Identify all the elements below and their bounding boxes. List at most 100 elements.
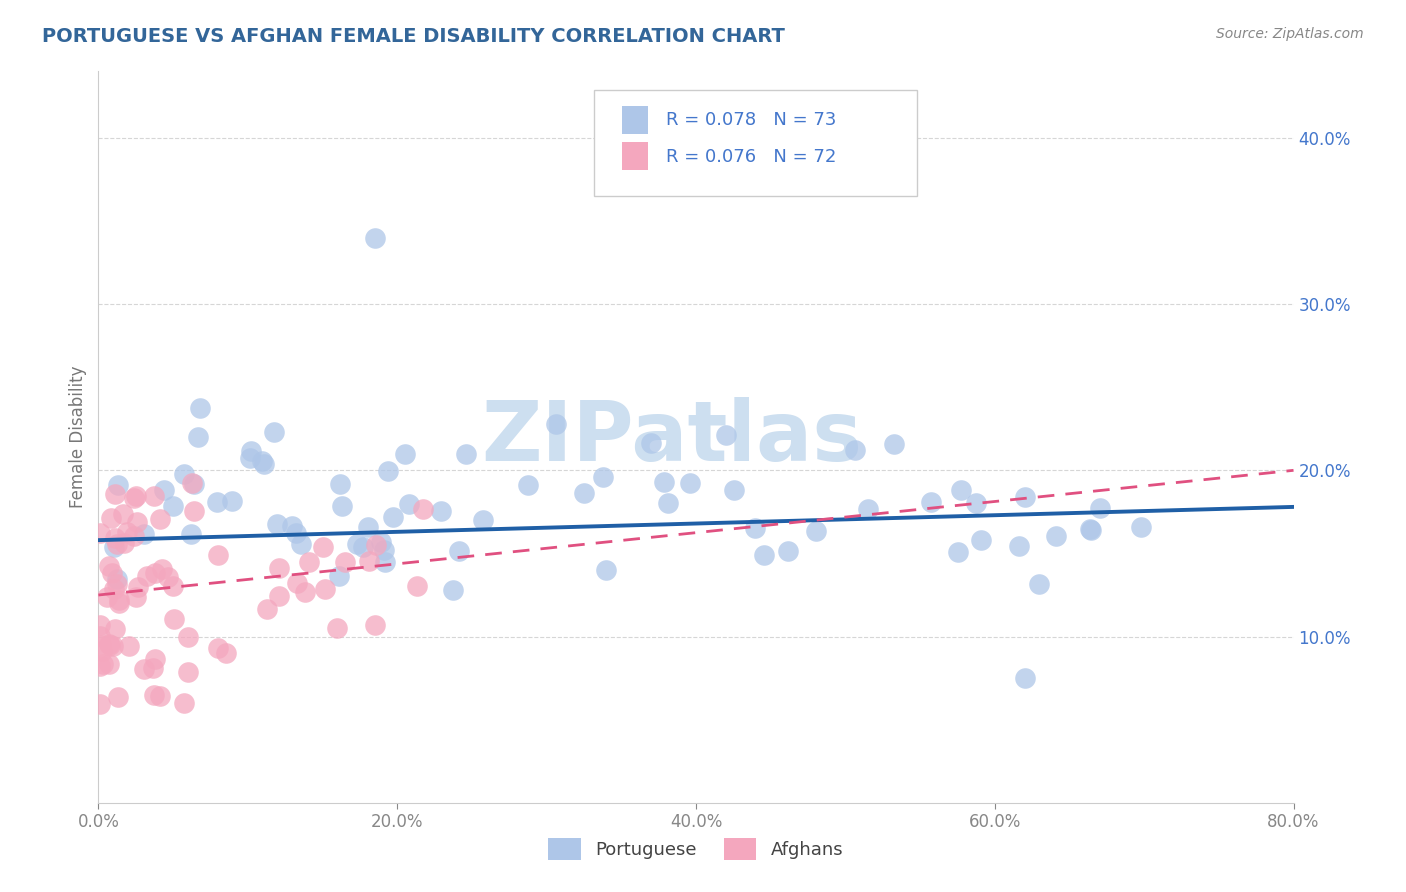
Point (183, 476, 205, 491)
Point (652, 475, 675, 489)
Point (364, 617, 387, 632)
Point (948, 545, 970, 559)
Point (149, 689, 172, 703)
Point (253, 458, 276, 472)
Point (115, 524, 138, 539)
Point (173, 467, 195, 482)
Point (215, 646, 238, 660)
Point (723, 483, 745, 497)
Point (98, 637, 121, 651)
Point (98, 638, 121, 652)
Point (679, 475, 702, 490)
Point (97, 657, 120, 672)
Point (856, 501, 879, 516)
Point (281, 519, 304, 533)
Point (163, 612, 186, 626)
Point (157, 570, 180, 584)
Point (382, 509, 405, 524)
Point (357, 520, 380, 534)
Point (744, 521, 766, 535)
Point (970, 533, 993, 548)
Point (1014, 671, 1036, 685)
Point (346, 537, 368, 551)
Legend: Portuguese, Afghans: Portuguese, Afghans (541, 830, 851, 867)
Point (294, 585, 316, 599)
Point (142, 660, 165, 674)
Bar (621, 143, 648, 170)
Point (183, 504, 205, 518)
Point (162, 579, 184, 593)
Point (112, 507, 135, 521)
Point (187, 430, 209, 444)
Point (108, 593, 131, 607)
Point (150, 561, 173, 575)
Point (149, 512, 172, 526)
Y-axis label: Female Disability: Female Disability (69, 366, 87, 508)
Point (173, 696, 195, 710)
Point (412, 502, 434, 516)
Point (1008, 539, 1031, 553)
Point (370, 535, 392, 549)
Point (394, 447, 416, 461)
Point (373, 542, 395, 557)
Point (456, 447, 478, 461)
Point (449, 544, 471, 558)
Point (883, 437, 905, 451)
Point (752, 548, 775, 562)
Point (359, 554, 381, 568)
Point (329, 477, 352, 491)
Text: ZIPatlas: ZIPatlas (482, 397, 862, 477)
Point (100, 511, 122, 525)
Point (143, 490, 166, 504)
Point (101, 566, 124, 580)
Point (312, 540, 335, 554)
Point (238, 451, 260, 466)
Point (104, 487, 127, 501)
Point (89, 526, 111, 541)
Point (950, 483, 973, 497)
Point (250, 454, 273, 468)
Point (714, 428, 737, 442)
Point (398, 497, 420, 511)
Point (377, 464, 399, 478)
Point (91, 657, 114, 671)
Point (96, 590, 118, 604)
Point (136, 568, 159, 582)
Point (517, 478, 540, 492)
Point (544, 417, 567, 431)
Point (176, 665, 198, 680)
Point (267, 589, 290, 603)
Point (143, 652, 166, 666)
Point (263, 425, 285, 440)
Point (205, 494, 228, 508)
Point (430, 504, 453, 518)
Point (1129, 520, 1152, 534)
Point (90, 638, 112, 652)
Point (326, 621, 349, 635)
Point (105, 576, 128, 591)
Point (125, 489, 148, 503)
Point (177, 630, 200, 644)
Point (314, 582, 336, 596)
Point (267, 561, 290, 575)
Point (180, 527, 202, 541)
Point (965, 496, 987, 510)
Point (657, 496, 679, 510)
Point (104, 622, 127, 636)
Point (240, 444, 263, 458)
Point (107, 477, 129, 491)
Point (778, 544, 800, 558)
Point (134, 662, 156, 676)
Point (471, 513, 494, 527)
Point (153, 483, 176, 497)
Point (103, 541, 125, 555)
Point (181, 476, 204, 491)
Point (572, 486, 595, 500)
Point (188, 401, 211, 416)
Point (143, 566, 166, 580)
Point (290, 537, 312, 551)
Point (335, 555, 357, 569)
Point (89, 617, 111, 632)
Point (298, 555, 321, 569)
Point (441, 582, 464, 597)
